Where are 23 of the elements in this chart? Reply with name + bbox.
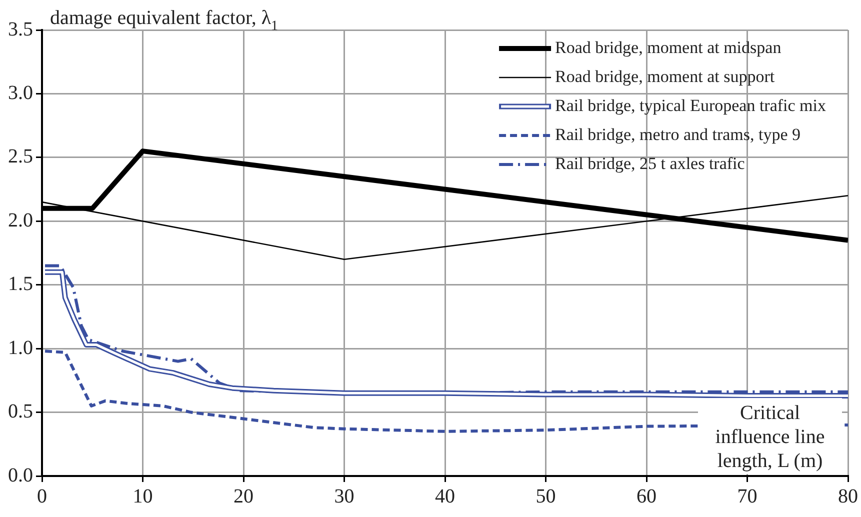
legend-label: Road bridge, moment at support: [555, 66, 775, 86]
x-tick-label: 70: [737, 485, 758, 508]
y-tick-label: 3.5: [8, 18, 33, 40]
x-tick-label: 10: [132, 485, 153, 508]
y-tick-label: 3.0: [8, 82, 33, 104]
legend-label: Rail bridge, metro and trams, type 9: [555, 124, 801, 144]
x-tick-label: 40: [435, 485, 455, 508]
x-tick-label: 80: [838, 485, 858, 508]
x-tick-label: 50: [536, 485, 556, 508]
y-tick-label: 2.0: [8, 209, 33, 232]
legend-label: Rail bridge, typical European trafic mix: [555, 96, 826, 115]
x-tick-label: 30: [334, 485, 354, 508]
legend-label: Rail bridge, 25 t axles trafic: [555, 154, 746, 173]
y-tick-label: 0.5: [8, 400, 33, 423]
x-tick-label: 20: [234, 485, 254, 508]
x-axis-title: Critical influence line length, L (m): [715, 402, 825, 472]
y-tick-label: 1.0: [8, 336, 33, 359]
y-tick-label: 2.5: [8, 146, 33, 168]
legend-label: Road bridge, moment at midspan: [555, 38, 782, 57]
y-tick-label: 0.0: [8, 464, 33, 486]
x-tick-label: 60: [636, 485, 656, 508]
y-tick-label: 1.5: [8, 273, 33, 296]
x-tick-label: 0: [37, 485, 47, 508]
